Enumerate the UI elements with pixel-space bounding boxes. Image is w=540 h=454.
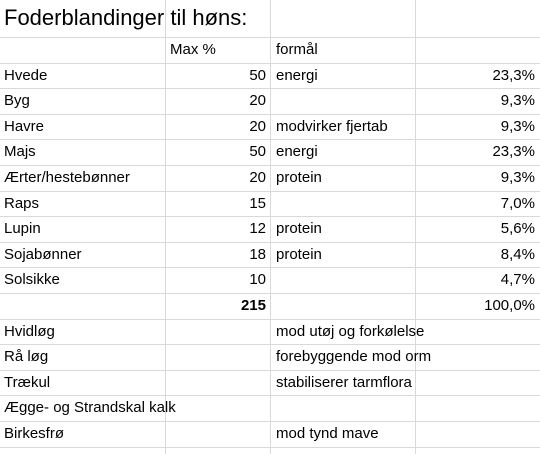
header-cell: formål: [276, 41, 318, 58]
purpose: forebyggende mod orm: [276, 348, 432, 366]
row-label: Ægge- og Strandskal kalk: [4, 399, 176, 417]
max-percent: 18: [249, 245, 266, 263]
purpose: protein: [276, 245, 322, 263]
purpose: energi: [276, 66, 318, 84]
row-label: Ærter/hestebønner: [4, 169, 130, 186]
share: 9,3%: [500, 169, 535, 186]
grid-line: [0, 88, 540, 89]
purpose: stabiliserer tarmflora: [276, 373, 412, 391]
grid-line: [0, 242, 540, 243]
sheet-title: Foderblandinger til høns:: [4, 5, 248, 30]
grid-line: [0, 165, 540, 166]
grid-line: [0, 447, 540, 448]
grid-line: [0, 421, 540, 422]
row-label: Havre: [4, 117, 45, 135]
max-percent: 215: [240, 297, 266, 314]
max-percent: 12: [249, 220, 266, 238]
grid-line: [0, 139, 540, 140]
grid-line: [415, 0, 416, 454]
grid-line: [0, 63, 540, 64]
grid-line: [165, 0, 166, 454]
share: 4,7%: [500, 271, 535, 289]
max-percent: 20: [249, 117, 266, 135]
grid-line: [0, 191, 540, 192]
max-percent: 15: [249, 194, 266, 212]
purpose: modvirker fjertab: [276, 117, 388, 135]
grid-line: [0, 216, 540, 217]
share: 9,3%: [500, 117, 535, 135]
purpose: energi: [276, 143, 318, 161]
row-label: Raps: [4, 194, 40, 212]
row-label: Byg: [4, 92, 30, 110]
row-label: Majs: [4, 143, 36, 161]
grid-line: [0, 37, 540, 38]
share: 8,4%: [500, 245, 535, 263]
grid-line: [0, 267, 540, 268]
purpose: protein: [276, 169, 322, 186]
purpose: mod tynd mave: [276, 425, 379, 442]
row-label: Solsikke: [4, 271, 60, 289]
share: 9,3%: [500, 92, 535, 110]
max-percent: 10: [249, 271, 266, 289]
max-percent: 50: [249, 66, 266, 84]
row-label: Lupin: [4, 220, 41, 238]
purpose: mod utøj og forkølelse: [276, 322, 425, 340]
row-label: Trækul: [4, 373, 51, 391]
row-label: Rå løg: [4, 348, 49, 366]
row-label: Hvidløg: [4, 322, 55, 340]
grid-line: [0, 293, 540, 294]
grid-line: [0, 395, 540, 396]
row-label: Hvede: [4, 66, 48, 84]
purpose: protein: [276, 220, 322, 238]
grid-line: [0, 370, 540, 371]
grid-line: [270, 0, 271, 454]
row-label: Birkesfrø: [4, 425, 64, 442]
share: 23,3%: [492, 66, 535, 84]
share: 5,6%: [500, 220, 535, 238]
grid-line: [0, 114, 540, 115]
share: 100,0%: [484, 297, 535, 314]
grid-line: [0, 319, 540, 320]
max-percent: 20: [249, 169, 266, 186]
max-percent: 50: [249, 143, 266, 161]
max-percent: 20: [249, 92, 266, 110]
share: 23,3%: [492, 143, 535, 161]
share: 7,0%: [500, 194, 535, 212]
header-cell: Max %: [170, 41, 216, 58]
grid-line: [0, 344, 540, 345]
row-label: Sojabønner: [4, 245, 82, 263]
